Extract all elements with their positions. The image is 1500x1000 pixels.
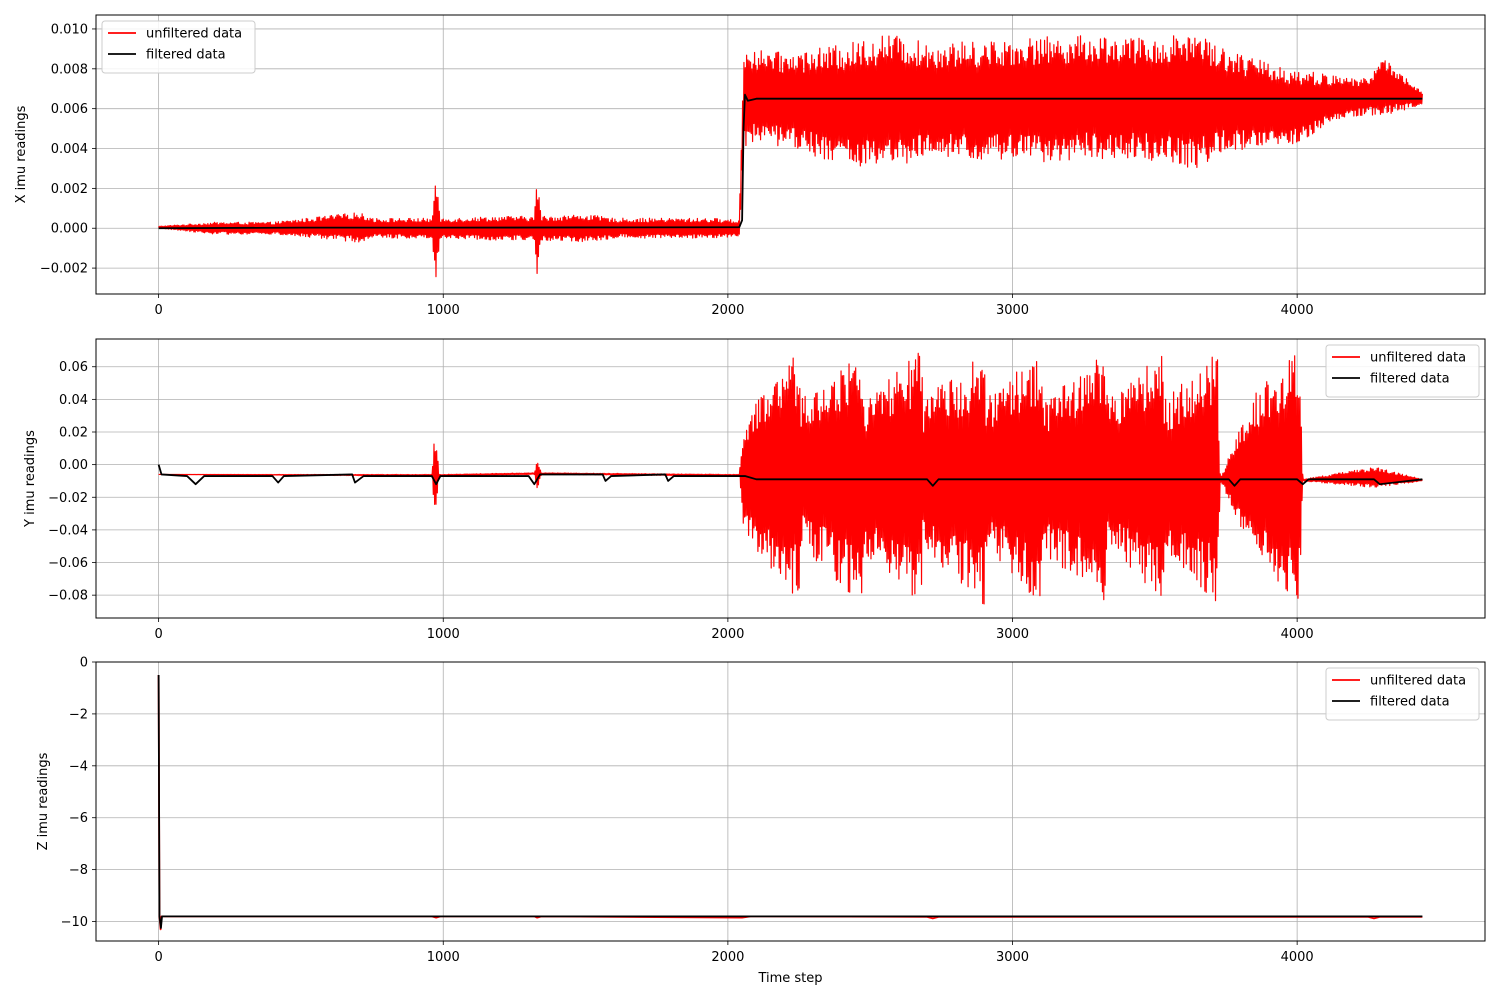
plot-area <box>157 674 1423 931</box>
y-tick-label: 0.008 <box>51 62 88 77</box>
x-tick-label: 1000 <box>427 303 460 318</box>
y-tick-label: −2 <box>69 707 88 722</box>
y-axis-label: X imu readings <box>14 105 29 203</box>
x-tick-label: 2000 <box>711 627 744 642</box>
y-tick-label: −0.08 <box>48 589 88 604</box>
legend-entry-label: filtered data <box>1370 372 1450 387</box>
plot-area <box>158 35 1423 278</box>
x-tick-label: 3000 <box>996 627 1029 642</box>
x-tick-label: 1000 <box>427 950 460 965</box>
y-tick-label: −0.06 <box>48 556 88 571</box>
y-tick-label: 0.04 <box>59 393 88 408</box>
x-tick-label: 0 <box>154 303 162 318</box>
y-tick-label: −0.04 <box>48 523 88 538</box>
legend-entry-label: unfiltered data <box>146 27 242 42</box>
plot-area <box>157 352 1423 605</box>
legend-entry-label: unfiltered data <box>1370 674 1466 689</box>
subplot-2: 0 1000 2000 3000 4000 −0.08 −0.06 −0.04 −0.02 0.0… <box>23 338 1486 642</box>
y-tick-label: −0.002 <box>40 262 88 277</box>
y-tick-label: 0.02 <box>59 426 88 441</box>
y-tick-label: −10 <box>61 915 88 930</box>
x-tick-label: 4000 <box>1281 303 1314 318</box>
series-unfiltered-line <box>158 352 1423 605</box>
y-axis-label: Y imu readings <box>23 430 38 528</box>
x-tick-label: 4000 <box>1281 950 1314 965</box>
legend-entry-label: filtered data <box>1370 695 1450 710</box>
y-tick-label: 0.010 <box>51 22 88 37</box>
x-tick-label: 3000 <box>996 303 1029 318</box>
subplot-1: 0 1000 2000 3000 4000 −0.002 0.000 0.002 0.004 0.… <box>14 14 1486 318</box>
legend-box <box>1325 667 1480 721</box>
axes-frame <box>95 338 1486 619</box>
y-tick-label: 0.004 <box>51 142 88 157</box>
series-unfiltered-line <box>157 674 1423 931</box>
x-tick-label: 0 <box>154 627 162 642</box>
axes-frame <box>95 661 1486 942</box>
x-tick-label: 3000 <box>996 950 1029 965</box>
y-tick-label: 0.006 <box>51 102 88 117</box>
legend-entry-label: filtered data <box>146 48 226 63</box>
legend: unfiltered data filtered data <box>1325 344 1480 398</box>
series-filtered-line <box>157 674 1423 929</box>
y-tick-label: 0.002 <box>51 182 88 197</box>
y-tick-label: −0.02 <box>48 491 88 506</box>
y-axis-label: Z imu readings <box>36 752 51 850</box>
subplot-3: 0 1000 2000 3000 4000 −10 −8 −6 −4 −2 0 Z imu readi… <box>36 656 1486 986</box>
legend-entry-label: unfiltered data <box>1370 351 1466 366</box>
series-filtered-line <box>158 93 1423 230</box>
y-tick-label: 0 <box>80 656 88 671</box>
y-tick-label: 0.000 <box>51 222 88 237</box>
series-unfiltered-line <box>158 35 1423 278</box>
y-tick-label: −4 <box>69 759 88 774</box>
y-tick-label: −6 <box>69 811 88 826</box>
x-tick-label: 4000 <box>1281 627 1314 642</box>
axes-frame <box>95 14 1486 295</box>
legend-box <box>1325 344 1480 398</box>
x-tick-label: 2000 <box>711 950 744 965</box>
y-tick-label: −8 <box>69 863 88 878</box>
x-tick-label: 0 <box>154 950 162 965</box>
legend: unfiltered data filtered data <box>1325 667 1480 721</box>
y-tick-label: 0.00 <box>59 458 88 473</box>
legend: unfiltered data filtered data <box>101 20 256 74</box>
series-filtered-line <box>157 464 1423 487</box>
y-tick-label: 0.06 <box>59 360 88 375</box>
x-tick-label: 1000 <box>427 627 460 642</box>
legend-box <box>101 20 256 74</box>
x-axis-label: Time step <box>757 971 822 986</box>
x-tick-label: 2000 <box>711 303 744 318</box>
